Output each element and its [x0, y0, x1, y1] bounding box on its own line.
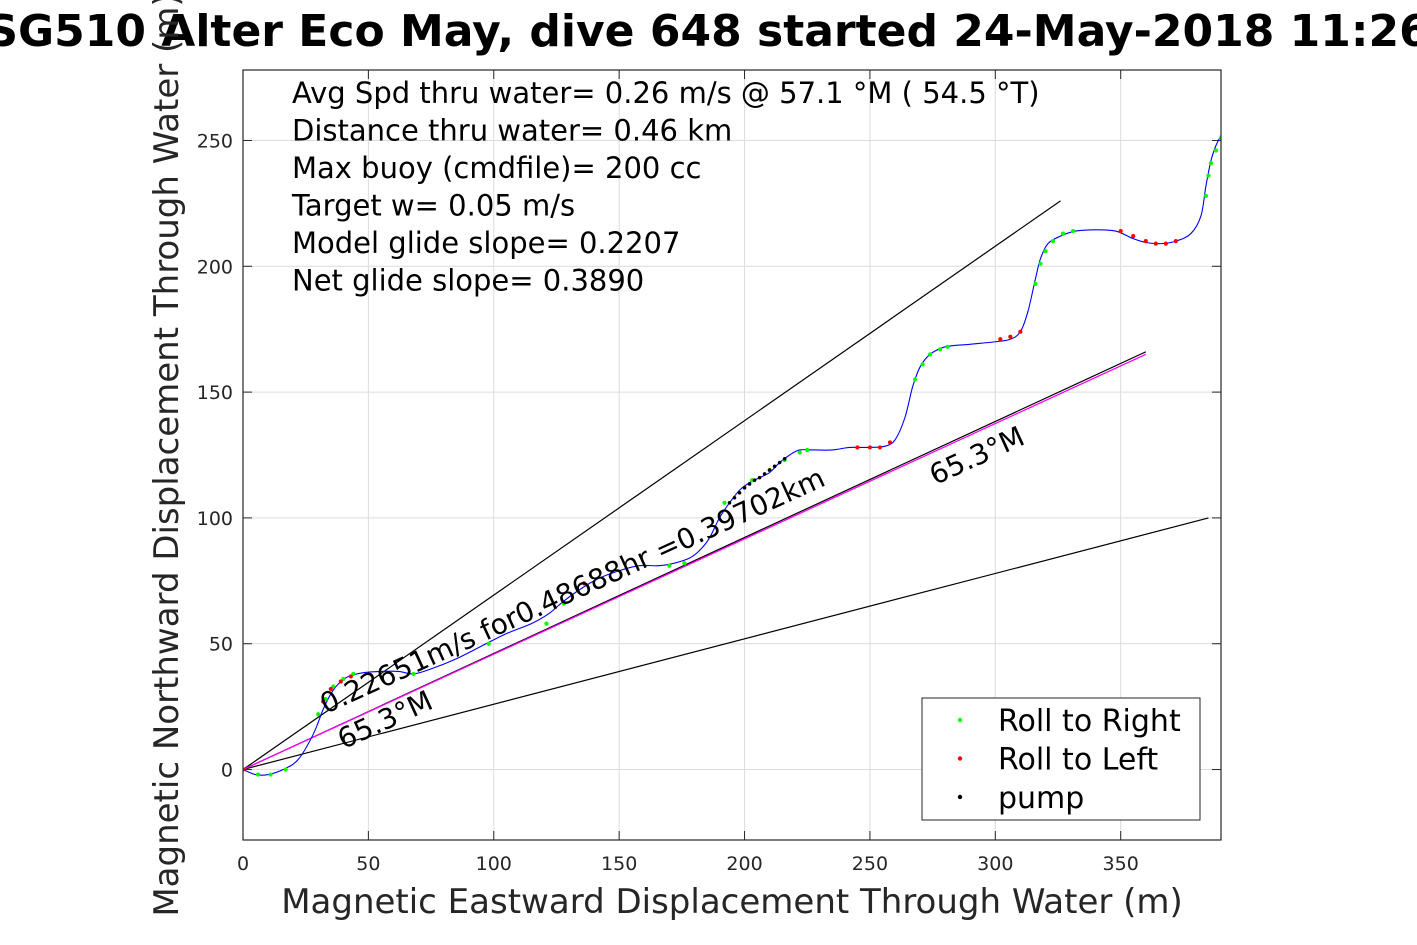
roll-left-point — [581, 581, 587, 586]
roll-left-point — [867, 445, 873, 450]
roll-right-point — [928, 352, 933, 357]
pump-point — [752, 478, 757, 482]
roll-left-point — [1018, 329, 1023, 334]
roll-left-point — [1153, 241, 1158, 246]
y-tick-label: 0 — [221, 760, 233, 782]
x-tick-label: 0 — [237, 853, 249, 875]
x-tick-label: 100 — [476, 853, 512, 875]
roll-right-point — [1033, 281, 1038, 286]
pump-point — [767, 468, 772, 472]
legend-label: pump — [998, 781, 1084, 816]
x-tick-label: 50 — [356, 853, 380, 875]
roll-right-point — [912, 377, 918, 382]
roll-left-point — [338, 679, 343, 684]
roll-left-point — [998, 337, 1003, 342]
roll-left-point — [1008, 334, 1013, 339]
roll-left-point — [1163, 241, 1168, 246]
roll-left-point — [855, 445, 860, 450]
y-tick-label: 50 — [209, 634, 233, 656]
roll-right-point — [1213, 148, 1219, 153]
y-tick-label: 250 — [197, 130, 233, 152]
roll-right-point — [1070, 228, 1076, 234]
roll-right-point — [682, 561, 687, 566]
roll-left-point — [1143, 239, 1148, 244]
legend-marker — [957, 717, 963, 723]
x-tick-label: 300 — [977, 853, 1013, 875]
info-line: Model glide slope= 0.2207 — [292, 226, 680, 260]
plot-frame — [242, 69, 1222, 841]
roll-right-point — [797, 450, 802, 455]
roll-left-point — [1173, 239, 1178, 244]
roll-right-point — [283, 767, 288, 772]
x-tick-label: 250 — [852, 853, 888, 875]
x-tick-label: 350 — [1103, 853, 1139, 875]
course-line — [243, 353, 1147, 771]
roll-right-point — [411, 671, 416, 677]
y-tick-label: 150 — [197, 382, 233, 404]
reference-line-upper — [243, 200, 1061, 771]
pump-point — [742, 485, 747, 490]
roll-right-point — [1043, 249, 1048, 254]
roll-right-point — [1060, 231, 1066, 236]
info-line: Target w= 0.05 m/s — [291, 189, 575, 223]
pump-point — [777, 460, 782, 465]
reference-line-lower — [243, 517, 1209, 771]
roll-right-point — [1203, 193, 1209, 198]
x-axis-label: Magnetic Eastward Displacement Through W… — [281, 882, 1183, 922]
roll-right-point — [268, 772, 273, 777]
roll-right-point — [667, 563, 672, 568]
legend-box — [921, 697, 1201, 821]
chart-title: SG510 Alter Eco May, dive 648 started 24… — [0, 6, 1417, 57]
y-tick-label: 100 — [197, 508, 233, 530]
x-tick-label: 200 — [726, 853, 762, 875]
roll-right-point — [1050, 239, 1056, 244]
roll-right-point — [938, 347, 943, 352]
roll-left-point — [348, 674, 353, 679]
pump-point — [737, 490, 742, 495]
roll-right-point — [255, 772, 261, 777]
legend-label: Roll to Left — [998, 743, 1158, 778]
info-line: Max buoy (cmdfile)= 200 cc — [292, 151, 701, 185]
roll-left-point — [321, 699, 326, 704]
x-tick-label: 150 — [601, 853, 637, 875]
pump-point — [772, 464, 777, 469]
pump-point — [747, 482, 752, 486]
legend-marker — [957, 756, 963, 761]
roll-right-point — [1206, 173, 1211, 178]
legend-label: Roll to Right — [998, 704, 1181, 739]
roll-right-point — [805, 447, 810, 453]
roll-right-point — [561, 601, 567, 606]
roll-right-point — [722, 500, 727, 505]
legend-marker — [957, 794, 963, 800]
roll-right-point — [1038, 261, 1043, 266]
pump-point — [757, 475, 762, 480]
roll-right-point — [486, 641, 491, 646]
axis-ticks: 0 50 100 150 200 250 300 350 0 50 100 150 200 250 — [197, 70, 1221, 875]
roll-left-point — [1118, 228, 1123, 234]
pump-point — [762, 472, 767, 476]
roll-left-point — [328, 686, 333, 692]
roll-left-point — [1131, 233, 1136, 239]
roll-left-point — [877, 445, 883, 450]
roll-right-point — [544, 621, 549, 626]
line-layer — [243, 135, 1221, 776]
pump-point — [732, 495, 737, 500]
roll-left-point — [887, 440, 893, 445]
info-box: Avg Spd thru water= 0.26 m/s @ 57.1 °M (… — [291, 76, 1040, 298]
info-line: Net glide slope= 0.3890 — [292, 264, 644, 298]
roll-right-point — [316, 712, 321, 717]
pump-point — [782, 456, 787, 461]
y-axis-label: Magnetic Northward Displacement Through … — [147, 0, 187, 917]
roll-right-point — [1208, 161, 1214, 166]
roll-right-point — [945, 344, 950, 349]
info-line: Avg Spd thru water= 0.26 m/s @ 57.1 °M (… — [292, 76, 1040, 110]
info-line: Distance thru water= 0.46 km — [292, 114, 732, 148]
y-tick-label: 200 — [197, 256, 233, 278]
pump-point — [727, 501, 732, 505]
roll-right-point — [920, 362, 925, 367]
